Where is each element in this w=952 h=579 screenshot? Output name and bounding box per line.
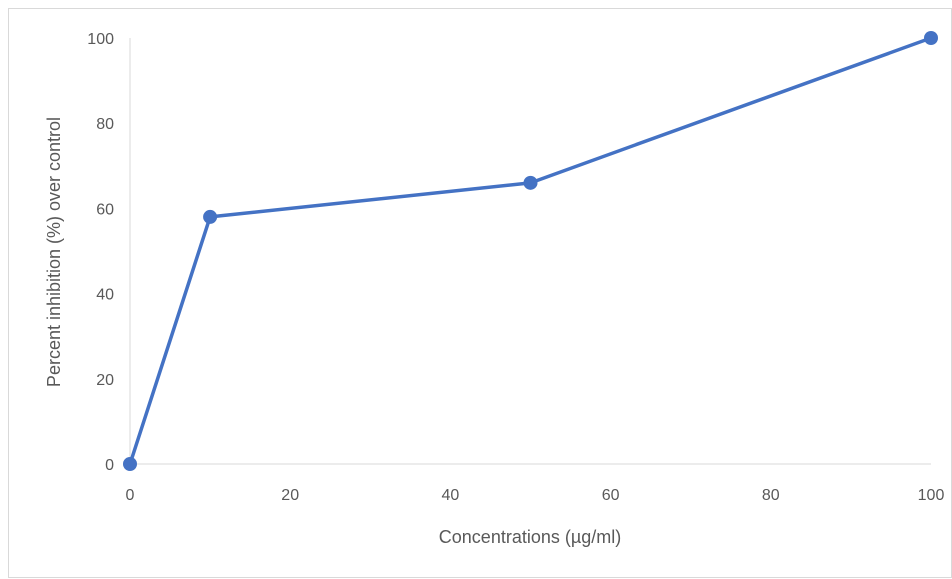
series-layer [128,36,932,465]
chart-frame [8,8,952,578]
data-point [203,209,218,224]
x-tick-label: 80 [762,487,780,504]
y-tick-label: 100 [87,31,114,48]
x-tick-label: 40 [442,487,460,504]
series-line [128,36,932,465]
y-axis-title: Percent inhibition (%) over control [44,117,64,387]
cropped-title-fragment [0,0,952,10]
y-tick-label: 0 [105,457,114,474]
data-point [924,31,938,45]
y-tick-label: 40 [96,287,114,304]
data-point [123,457,137,471]
y-tick-label: 60 [96,201,114,218]
axes-layer [129,38,931,465]
x-tick-label: 20 [281,487,299,504]
x-tick-label: 60 [602,487,620,504]
x-axis-title: Concentrations (µg/ml) [439,527,621,547]
y-tick-label: 20 [96,372,114,389]
x-tick-label: 100 [918,487,945,504]
x-tick-label: 0 [126,487,135,504]
tick-labels: 0 20 40 60 80 100 0 20 40 60 80 100 [87,31,944,504]
y-tick-label: 80 [96,116,114,133]
data-point [523,175,538,190]
data-points [123,31,938,471]
